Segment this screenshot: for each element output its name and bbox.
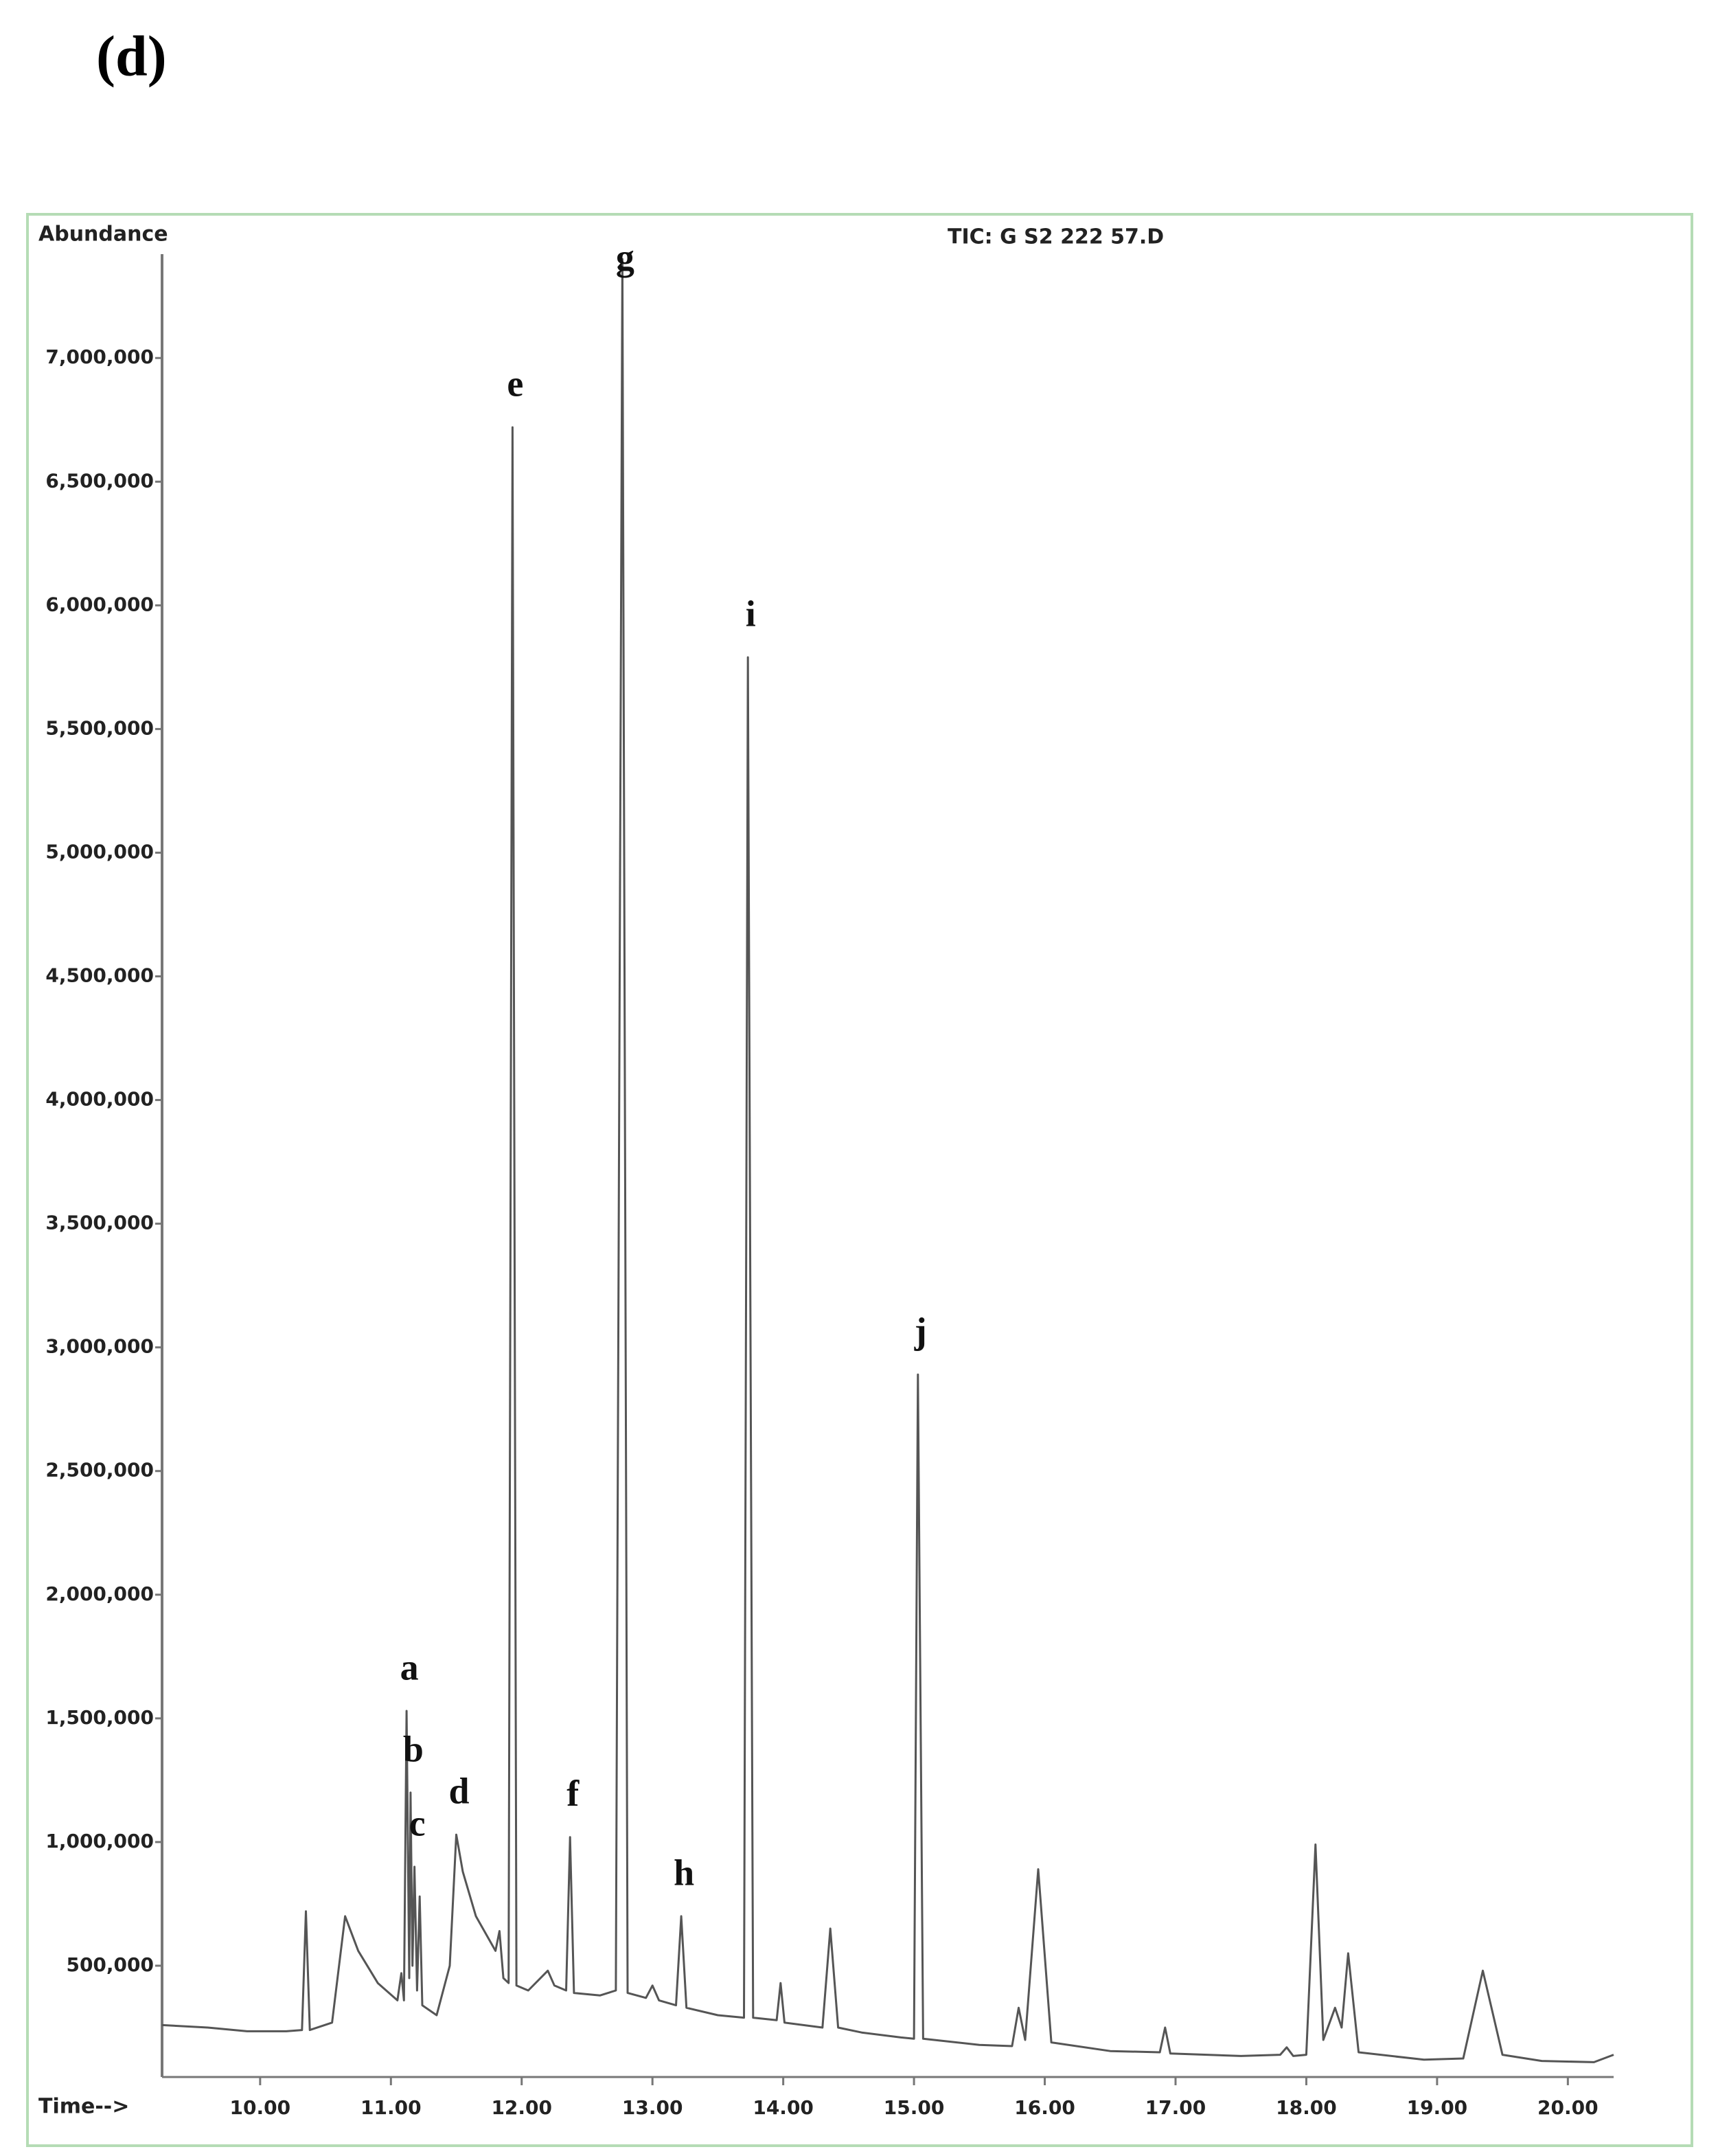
y-tick-label: 2,500,000 (45, 1459, 154, 1482)
chart-title: (d) (96, 24, 167, 88)
peak-label: b (403, 1728, 424, 1769)
peak-label: i (746, 593, 756, 634)
frame (26, 213, 1693, 2147)
subtitle: TIC: G S2 222 57.D (948, 225, 1164, 249)
y-tick-label: 3,500,000 (45, 1212, 154, 1234)
x-tick-label: 10.00 (230, 2096, 291, 2119)
trace (161, 258, 1614, 2063)
x-tick-label: 16.00 (1014, 2096, 1075, 2119)
x-tick-label: 19.00 (1407, 2096, 1468, 2119)
x-tick-label: 18.00 (1276, 2096, 1337, 2119)
y-tick-label: 6,000,000 (45, 593, 154, 615)
peak-label: a (400, 1646, 419, 1688)
peak-label: g (616, 236, 634, 277)
x-axis-label: Time--> (38, 2095, 129, 2119)
peak-label: h (674, 1852, 694, 1893)
peak-label: e (507, 363, 523, 404)
x-tick-label: 12.00 (491, 2096, 552, 2119)
y-tick-label: 5,500,000 (45, 716, 154, 739)
peak-label: d (448, 1770, 469, 1811)
y-tick-label: 2,000,000 (45, 1582, 154, 1605)
y-tick-label: 6,500,000 (45, 469, 154, 492)
y-tick-label: 1,000,000 (45, 1830, 154, 1852)
y-tick-label: 4,500,000 (45, 964, 154, 987)
y-tick-label: 7,000,000 (45, 345, 154, 368)
x-tick-label: 20.00 (1537, 2096, 1599, 2119)
y-tick-label: 500,000 (66, 1953, 154, 1976)
peak-label: c (409, 1802, 426, 1843)
peak-label: f (566, 1773, 580, 1814)
y-tick-label: 1,500,000 (45, 1706, 154, 1729)
x-tick-label: 13.00 (622, 2096, 683, 2119)
peak-label: j (914, 1310, 927, 1352)
y-tick-label: 4,000,000 (45, 1088, 154, 1111)
y-axis-label: Abundance (38, 223, 168, 247)
x-tick-label: 14.00 (753, 2096, 814, 2119)
y-tick-label: 5,000,000 (45, 840, 154, 863)
y-tick-label: 3,000,000 (45, 1335, 154, 1358)
x-tick-label: 11.00 (360, 2096, 422, 2119)
x-tick-label: 17.00 (1145, 2096, 1206, 2119)
x-tick-label: 15.00 (884, 2096, 945, 2119)
